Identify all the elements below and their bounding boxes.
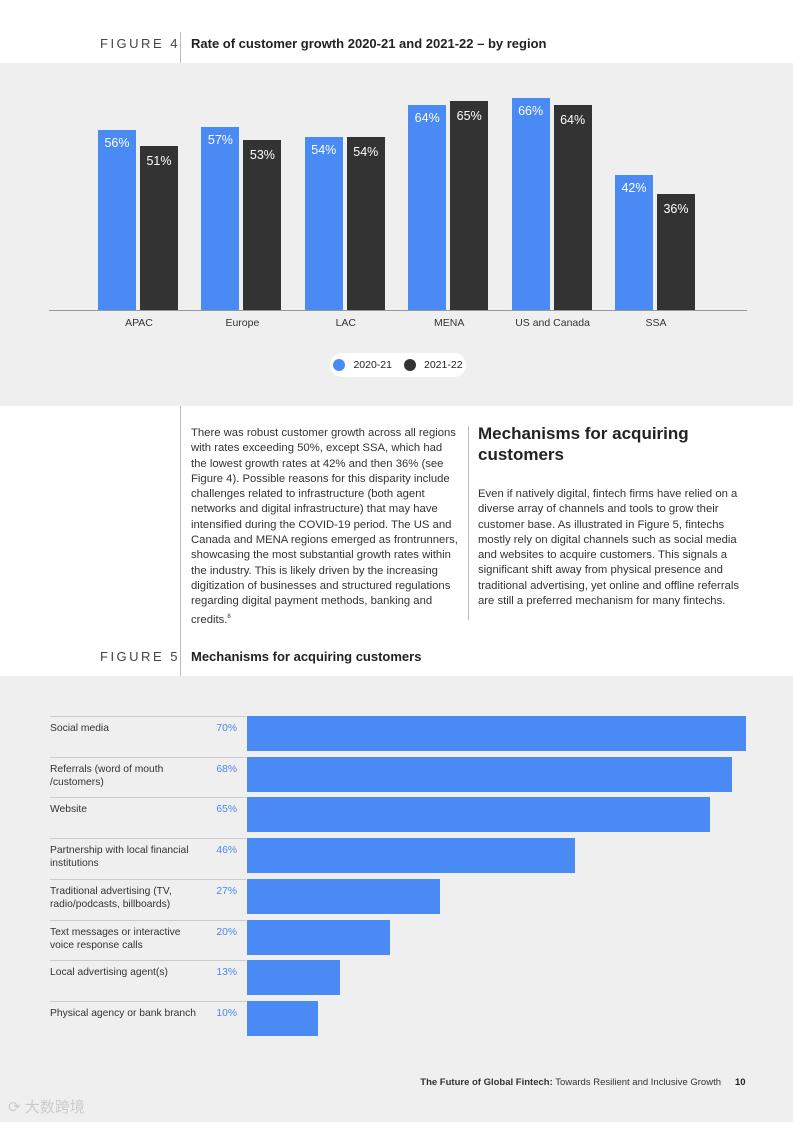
- bar: [247, 756, 732, 792]
- page-number: 10: [735, 1077, 746, 1088]
- value-label: 57%: [207, 133, 233, 148]
- bar: [247, 1000, 319, 1036]
- figure5-chart: Social media 70% Referrals (word of mouth …: [0, 676, 793, 1122]
- bar-2021-22: [450, 101, 489, 310]
- x-tick-label: APAC: [125, 317, 153, 329]
- row-separator: [50, 756, 246, 758]
- category-label: Traditional advertising (TV, radio/podca…: [50, 885, 172, 910]
- value-label: 66%: [518, 104, 544, 119]
- bar-2020-21: [304, 136, 343, 310]
- value-label: 46%: [216, 845, 237, 857]
- category-label: Local advertising agent(s): [50, 967, 168, 979]
- legend-label: 2021-22: [424, 359, 463, 371]
- bar-2021-22: [553, 104, 592, 310]
- x-axis: [49, 310, 747, 311]
- x-tick-label: LAC: [335, 317, 357, 329]
- bar: [247, 838, 575, 874]
- section-heading: Mechanisms for acquiring customers: [478, 424, 689, 464]
- figure4-chart: 56% 51% APAC 57% 53% Europe 54% 54% LAC 64% 65% MEN…: [0, 63, 793, 406]
- bar: [247, 919, 390, 955]
- figure4-title: Rate of customer growth 2020-21 and 2021…: [191, 36, 547, 51]
- row-separator: [50, 919, 246, 921]
- divider: [180, 645, 181, 676]
- divider: [180, 406, 181, 676]
- bar-2020-21: [511, 98, 550, 310]
- bar-2020-21: [615, 175, 653, 310]
- x-tick-label: MENA: [434, 317, 465, 329]
- value-label: 56%: [104, 136, 130, 151]
- value-label: 27%: [216, 885, 237, 897]
- figure4-label: FIGURE 4: [100, 36, 180, 51]
- category-label: Referrals (word of mouth /customers): [50, 763, 164, 788]
- legend-label: 2020-21: [353, 359, 392, 371]
- value-label: 54%: [353, 144, 379, 159]
- value-label: 20%: [216, 926, 237, 938]
- bar: [247, 797, 711, 833]
- bar: [247, 878, 440, 914]
- legend-swatch-2021-22: [404, 359, 416, 371]
- value-label: 70%: [216, 723, 237, 734]
- category-label: Text messages or interactive voice respo…: [50, 926, 181, 951]
- body-paragraph: There was robust customer growth across …: [191, 427, 458, 626]
- value-label: 65%: [216, 804, 237, 816]
- row-separator: [50, 797, 246, 799]
- value-label: 64%: [414, 110, 440, 125]
- footer-title: The Future of Global Fintech: Towards Re…: [420, 1077, 721, 1088]
- row-separator: [50, 838, 246, 840]
- category-label: Social media: [50, 723, 109, 734]
- row-separator: [50, 1000, 246, 1002]
- row-separator: [50, 878, 246, 880]
- bar: [247, 716, 747, 751]
- category-label: Physical agency or bank branch: [50, 1007, 196, 1019]
- legend-swatch-2020-21: [333, 359, 346, 371]
- section-paragraph: Even if natively digital, fintech firms …: [478, 488, 740, 608]
- bar-2020-21: [201, 127, 240, 310]
- bar-2021-22: [657, 194, 695, 310]
- bar-2021-22: [140, 146, 178, 310]
- divider: [180, 32, 181, 64]
- bar-2021-22: [243, 139, 282, 310]
- figure5-label: FIGURE 5: [100, 649, 180, 664]
- bar-2020-21: [98, 130, 136, 310]
- bar: [247, 960, 340, 996]
- x-tick-label: SSA: [645, 317, 667, 329]
- value-label: 53%: [249, 147, 275, 162]
- row-separator: [50, 960, 246, 962]
- x-tick-label: Europe: [225, 317, 260, 329]
- row-separator: [50, 716, 246, 717]
- value-label: 13%: [216, 967, 237, 979]
- value-label: 64%: [560, 112, 586, 127]
- category-label: Partnership with local financial institu…: [50, 845, 189, 870]
- bar-2021-22: [346, 136, 385, 310]
- x-tick-label: US and Canada: [515, 317, 590, 329]
- category-label: Website: [50, 804, 88, 816]
- value-label: 54%: [311, 142, 337, 157]
- value-label: 10%: [216, 1007, 237, 1019]
- legend: 2020-21 2021-22: [330, 353, 466, 377]
- value-label: 42%: [621, 181, 647, 196]
- divider: [468, 426, 469, 620]
- value-label: 65%: [456, 109, 482, 124]
- value-label: 36%: [663, 202, 689, 217]
- bar-2020-21: [408, 104, 447, 310]
- value-label: 68%: [216, 763, 237, 775]
- value-label: 51%: [146, 154, 172, 169]
- watermark-logo: ⟳ 大数跨境: [8, 1099, 85, 1116]
- figure5-title: Mechanisms for acquiring customers: [191, 649, 422, 664]
